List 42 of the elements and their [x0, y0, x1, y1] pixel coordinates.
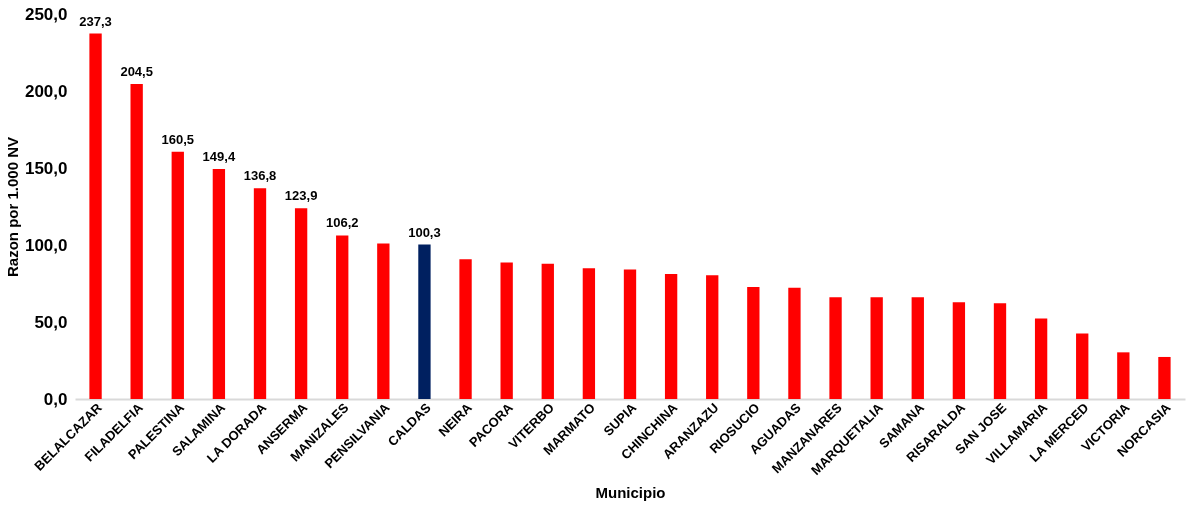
data-label: 149,4: [202, 148, 236, 164]
y-tick-label: 150,0: [24, 158, 68, 178]
bar: [89, 33, 102, 399]
bar: [212, 168, 226, 399]
bar: [911, 297, 924, 399]
y-tick-label: 50,0: [34, 312, 68, 332]
data-label: 123,9: [284, 188, 318, 204]
bar: [1158, 356, 1171, 399]
y-tick-label: 250,0: [24, 4, 68, 24]
bar: [418, 244, 431, 399]
bar: [993, 303, 1007, 399]
bar: [1076, 333, 1089, 399]
bar: [459, 259, 472, 399]
bar: [541, 263, 554, 399]
bar: [130, 84, 143, 399]
data-label: 136,8: [243, 168, 277, 184]
bar: [171, 151, 184, 399]
bar: [1117, 352, 1130, 399]
bar: [870, 297, 883, 399]
bar: [952, 302, 966, 399]
data-label: 160,5: [161, 131, 195, 147]
bar: [377, 243, 390, 399]
bar: [294, 208, 308, 399]
x-axis-title: Municipio: [595, 483, 666, 501]
bar: [1034, 318, 1048, 399]
bar: [829, 297, 842, 399]
bar: [582, 268, 596, 399]
y-tick-label: 100,0: [24, 235, 68, 255]
bar: [336, 235, 349, 399]
data-label: 204,5: [120, 64, 153, 80]
data-label: 106,2: [325, 215, 359, 231]
bar: [788, 287, 801, 399]
y-tick-label: 200,0: [24, 81, 68, 101]
data-label: 100,3: [408, 224, 441, 240]
bar: [747, 286, 760, 399]
data-label: 237,3: [79, 13, 112, 29]
bar: [706, 275, 719, 399]
bar: [664, 274, 678, 399]
bar: [623, 269, 637, 399]
bar: [253, 188, 267, 399]
bar: [500, 262, 513, 399]
y-axis-title: Razon por 1.000 NV: [3, 136, 21, 278]
